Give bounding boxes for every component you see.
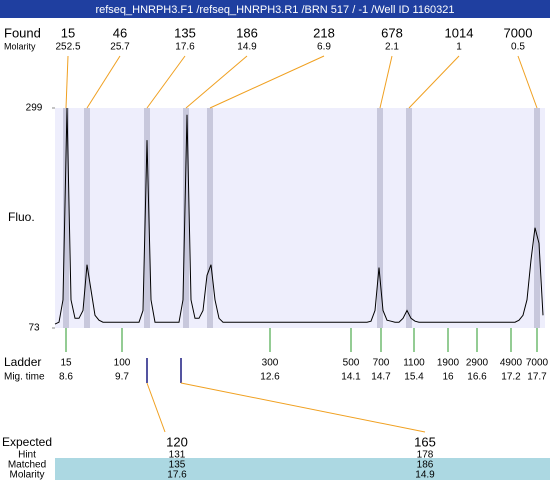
ladder-time: 12.6: [260, 372, 280, 383]
y-tick-label: 73: [28, 323, 40, 334]
title-bar: [0, 0, 550, 18]
found-size: 1014: [445, 25, 474, 40]
found-molarity: 6.9: [317, 42, 331, 53]
hint-size: 178: [417, 450, 434, 461]
ladder-size: 500: [343, 358, 360, 369]
hint-label: Hint: [18, 450, 36, 461]
peak-connector: [185, 55, 248, 109]
ladder-size: 700: [373, 358, 390, 369]
y-axis-label: Fluo.: [8, 210, 35, 224]
found-molarity: 25.7: [110, 42, 130, 53]
peak-band: [406, 108, 412, 328]
ladder-time: 8.6: [59, 372, 73, 383]
peak-band: [377, 108, 383, 328]
mig-time-label: Mig. time: [4, 372, 45, 383]
matched-molarity: 17.6: [167, 470, 187, 480]
matched-size: 186: [417, 460, 434, 471]
expected-size: 120: [166, 434, 188, 449]
found-molarity: 0.5: [511, 42, 525, 53]
molarity-label: Molarity: [4, 41, 36, 51]
ladder-time: 9.7: [115, 372, 129, 383]
trace-line: [54, 107, 544, 325]
ladder-size: 15: [60, 358, 72, 369]
found-size: 7000: [504, 25, 533, 40]
ladder-size: 1900: [437, 358, 460, 369]
expected-connector: [180, 382, 426, 433]
hint-size: 131: [169, 450, 186, 461]
ladder-size: 1100: [403, 358, 425, 369]
ladder-size: 300: [262, 358, 279, 369]
ladder-time: 15.4: [404, 372, 424, 383]
peak-connector: [146, 55, 186, 109]
matched-molarity: 14.9: [415, 470, 435, 480]
molarity-label: Molarity: [9, 470, 44, 480]
peak-connector: [517, 55, 538, 109]
found-size: 218: [313, 25, 335, 40]
title: refseq_HNRPH3.F1 /refseq_HNRPH3.R1 /BRN …: [95, 4, 454, 16]
ladder-time: 16.6: [467, 372, 487, 383]
peak-connector: [65, 55, 69, 109]
peak-band: [63, 108, 69, 328]
found-size: 678: [381, 25, 403, 40]
ladder-time: 14.1: [341, 372, 361, 383]
peak-connector: [379, 55, 393, 109]
peak-band: [84, 108, 90, 328]
matched-label: Matched: [8, 460, 46, 471]
found-molarity: 14.9: [237, 42, 257, 53]
ladder-size: 7000: [526, 358, 549, 369]
matched-size: 135: [169, 460, 186, 471]
ladder-time: 14.7: [371, 372, 391, 383]
ladder-label: Ladder: [4, 355, 41, 369]
expected-connector: [146, 382, 166, 433]
expected-label: Expected: [2, 435, 52, 449]
y-tick-label: 299: [26, 103, 43, 114]
peak-connector: [86, 55, 121, 109]
plot-area: [55, 108, 545, 328]
peak-connector: [209, 55, 325, 109]
found-molarity: 252.5: [55, 42, 80, 53]
found-size: 186: [236, 25, 258, 40]
found-molarity: 2.1: [385, 42, 399, 53]
found-label: Found: [4, 25, 41, 40]
ladder-time: 17.7: [527, 372, 547, 383]
ladder-time: 16: [442, 372, 454, 383]
found-molarity: 1: [456, 42, 462, 53]
found-size: 15: [61, 25, 75, 40]
ladder-time: 17.2: [501, 372, 521, 383]
ladder-size: 100: [114, 358, 131, 369]
peak-band: [207, 108, 213, 328]
peak-band: [144, 108, 150, 328]
found-size: 135: [174, 25, 196, 40]
peak-connector: [408, 55, 460, 109]
ladder-size: 2900: [466, 358, 489, 369]
found-size: 46: [113, 25, 127, 40]
matched-band: [55, 458, 550, 480]
found-molarity: 17.6: [175, 42, 195, 53]
ladder-size: 4900: [500, 358, 523, 369]
expected-size: 165: [414, 434, 436, 449]
peak-band: [534, 108, 540, 328]
peak-band: [183, 108, 189, 328]
